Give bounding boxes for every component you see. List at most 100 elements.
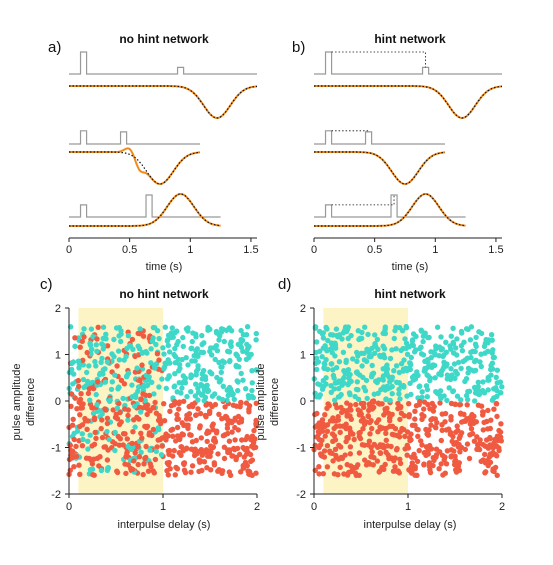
point-negative [238, 399, 244, 406]
point-negative [147, 408, 153, 414]
point-negative [406, 414, 412, 420]
point-positive [389, 391, 395, 397]
point-positive [87, 340, 93, 346]
point-positive [407, 360, 413, 366]
point-positive [321, 360, 327, 367]
point-negative [383, 449, 389, 455]
point-positive [225, 392, 231, 399]
point-positive [362, 388, 369, 394]
point-positive [100, 342, 107, 349]
point-negative [369, 425, 375, 432]
point-positive [199, 371, 205, 377]
panel-c-ylabel-line1: pulse amplitude [11, 363, 23, 440]
point-positive [438, 334, 444, 340]
point-positive [335, 394, 342, 400]
point-positive [485, 387, 491, 393]
point-positive [162, 324, 168, 330]
point-positive [144, 383, 150, 389]
point-negative [360, 426, 366, 432]
point-positive [387, 379, 393, 385]
point-negative [93, 435, 99, 441]
point-negative [319, 417, 326, 423]
panel-a-timecourse: 0 0.5 1 1.5 [66, 51, 259, 256]
point-negative [204, 438, 210, 445]
point-negative [78, 391, 84, 397]
point-negative [132, 353, 138, 360]
point-positive [391, 368, 397, 374]
panel-label-d: d) [278, 276, 291, 293]
point-negative [347, 402, 353, 408]
point-positive [454, 336, 460, 342]
point-positive [199, 376, 205, 382]
point-negative [324, 464, 331, 470]
point-negative [417, 398, 423, 405]
point-positive [458, 328, 465, 335]
point-positive [340, 379, 346, 385]
panel-b-xlabel: time (s) [392, 261, 429, 273]
point-negative [448, 429, 454, 436]
point-negative [370, 399, 377, 405]
point-positive [353, 386, 360, 393]
point-positive [454, 352, 460, 358]
point-negative [79, 405, 86, 411]
point-positive [129, 382, 135, 388]
point-positive [410, 331, 417, 337]
point-positive [244, 324, 251, 330]
point-negative [229, 419, 235, 426]
point-negative [361, 404, 367, 410]
y-tick-label: 0 [55, 396, 61, 408]
point-negative [144, 411, 150, 418]
point-positive [135, 388, 141, 394]
point-positive [402, 336, 408, 342]
point-positive [418, 327, 424, 333]
point-negative [433, 452, 440, 458]
point-negative [342, 452, 348, 458]
point-negative [138, 396, 144, 402]
point-positive [320, 377, 326, 384]
point-negative [178, 444, 184, 450]
point-negative [189, 439, 196, 445]
point-negative [391, 432, 397, 438]
point-positive [219, 364, 225, 370]
point-negative [76, 462, 82, 468]
point-positive [116, 333, 122, 339]
point-positive [476, 329, 482, 335]
point-positive [397, 325, 403, 331]
point-positive [195, 363, 201, 369]
point-positive [216, 337, 222, 343]
point-negative [493, 401, 500, 407]
point-negative [389, 411, 395, 418]
point-negative [453, 429, 459, 435]
point-negative [167, 408, 173, 414]
point-positive [328, 332, 334, 338]
point-negative [491, 468, 497, 475]
point-negative [150, 426, 157, 433]
point-negative [490, 449, 496, 456]
point-negative [347, 431, 354, 437]
point-positive [188, 373, 195, 379]
x-tick-label: 0 [311, 244, 317, 256]
point-negative [230, 402, 237, 408]
point-negative [202, 412, 209, 419]
point-negative [221, 455, 228, 462]
point-positive [345, 324, 351, 330]
point-negative [185, 422, 191, 428]
point-positive [228, 389, 235, 395]
point-negative [129, 466, 136, 472]
point-negative [418, 438, 424, 444]
point-negative [117, 436, 124, 442]
point-negative [455, 444, 462, 450]
point-positive [116, 325, 123, 331]
point-negative [351, 436, 357, 443]
point-positive [249, 380, 255, 386]
point-negative [189, 463, 196, 469]
point-positive [355, 396, 362, 402]
point-positive [79, 431, 86, 437]
point-negative [178, 452, 184, 458]
point-positive [425, 334, 431, 341]
point-negative [174, 424, 181, 431]
point-negative [391, 458, 397, 464]
point-negative [242, 436, 249, 443]
point-negative [146, 392, 153, 399]
point-positive [325, 337, 331, 344]
